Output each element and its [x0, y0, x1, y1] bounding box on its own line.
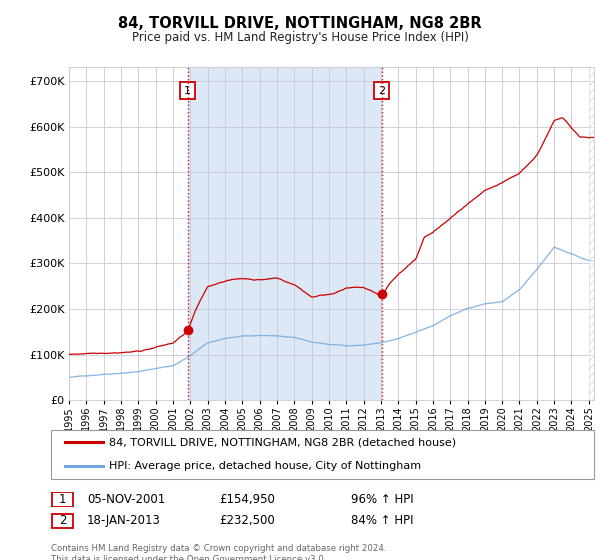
Text: 84, TORVILL DRIVE, NOTTINGHAM, NG8 2BR: 84, TORVILL DRIVE, NOTTINGHAM, NG8 2BR — [118, 16, 482, 31]
Text: 18-JAN-2013: 18-JAN-2013 — [87, 514, 161, 528]
Text: £232,500: £232,500 — [219, 514, 275, 528]
Text: £154,950: £154,950 — [219, 493, 275, 506]
Text: HPI: Average price, detached house, City of Nottingham: HPI: Average price, detached house, City… — [109, 461, 421, 471]
Text: 05-NOV-2001: 05-NOV-2001 — [87, 493, 165, 506]
FancyBboxPatch shape — [52, 514, 73, 528]
Text: 84% ↑ HPI: 84% ↑ HPI — [351, 514, 413, 528]
Text: Price paid vs. HM Land Registry's House Price Index (HPI): Price paid vs. HM Land Registry's House … — [131, 31, 469, 44]
FancyBboxPatch shape — [51, 430, 594, 479]
Bar — [589, 67, 600, 400]
Text: 96% ↑ HPI: 96% ↑ HPI — [351, 493, 413, 506]
Bar — [188, 67, 382, 400]
Text: Contains HM Land Registry data © Crown copyright and database right 2024.
This d: Contains HM Land Registry data © Crown c… — [51, 544, 386, 560]
Text: 2: 2 — [378, 86, 385, 96]
Text: 84, TORVILL DRIVE, NOTTINGHAM, NG8 2BR (detached house): 84, TORVILL DRIVE, NOTTINGHAM, NG8 2BR (… — [109, 437, 456, 447]
Text: 1: 1 — [59, 493, 66, 506]
Text: 2: 2 — [59, 514, 66, 528]
Text: 1: 1 — [184, 86, 191, 96]
FancyBboxPatch shape — [52, 492, 73, 507]
